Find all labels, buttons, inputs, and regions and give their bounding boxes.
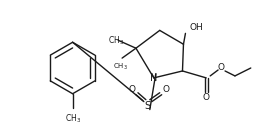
Text: CH$_3$: CH$_3$ [108,34,124,47]
Text: N: N [150,73,157,83]
Text: O: O [203,93,210,102]
Text: O: O [129,85,135,94]
Text: CH$_3$: CH$_3$ [113,62,128,72]
Text: O: O [162,85,169,94]
Text: OH: OH [189,23,203,32]
Text: O: O [218,64,225,72]
Text: CH$_3$: CH$_3$ [64,113,81,125]
Text: S: S [144,101,151,111]
